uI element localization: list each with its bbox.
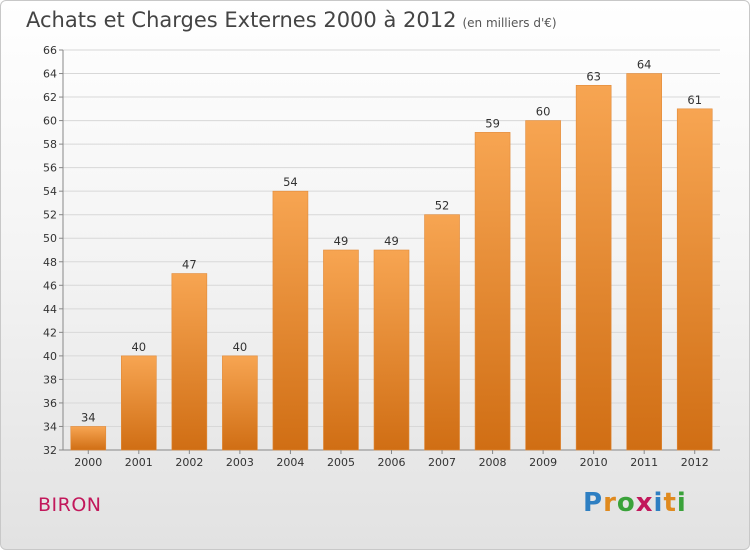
value-label: 61 xyxy=(687,93,702,107)
y-tick-label: 44 xyxy=(43,303,57,316)
x-tick-label: 2006 xyxy=(378,456,406,469)
y-tick-label: 64 xyxy=(43,68,57,81)
y-tick-label: 54 xyxy=(43,185,57,198)
x-tick-label: 2009 xyxy=(529,456,557,469)
bar xyxy=(171,273,208,451)
y-tick-label: 50 xyxy=(43,232,57,245)
bar xyxy=(70,426,107,451)
y-tick-label: 48 xyxy=(43,256,57,269)
y-tick-label: 66 xyxy=(43,44,57,57)
value-label: 63 xyxy=(586,69,601,83)
bar xyxy=(626,73,662,451)
bar xyxy=(525,120,561,451)
y-tick-label: 36 xyxy=(43,397,57,410)
value-label: 52 xyxy=(435,199,450,213)
x-tick-labels: 2000 2001 2002 2003 2004 2005 2006 2007 2008 2009… xyxy=(74,450,709,469)
y-tick-label: 38 xyxy=(43,373,57,386)
bar xyxy=(323,249,359,451)
bar xyxy=(575,84,612,451)
y-tick-labels: 32 34 36 38 40 42 44 46 48 50 52 54 56 58 60 62 64 66 xyxy=(43,44,57,457)
x-tick-label: 2002 xyxy=(175,456,203,469)
value-labels: 34 40 47 40 54 49 49 52 59 60 63 64 61 xyxy=(81,58,702,425)
value-label: 49 xyxy=(384,234,399,248)
x-tick-label: 2012 xyxy=(681,456,709,469)
logo-letter: r xyxy=(603,488,617,518)
x-tick-label: 2001 xyxy=(125,456,153,469)
y-tick-label: 34 xyxy=(43,420,57,433)
chart-subtitle: (en milliers d'€) xyxy=(462,16,557,30)
value-label: 64 xyxy=(637,58,652,72)
logo-letter: o xyxy=(616,488,636,518)
logo-letter: i xyxy=(676,488,687,518)
x-tick-label: 2005 xyxy=(327,456,355,469)
x-tick-label: 2000 xyxy=(74,456,102,469)
bar xyxy=(676,108,713,451)
bars xyxy=(70,73,713,451)
x-tick-label: 2004 xyxy=(276,456,304,469)
y-tick-label: 62 xyxy=(43,91,57,104)
bar xyxy=(424,214,460,451)
logo-letter: t xyxy=(663,488,677,518)
value-label: 47 xyxy=(182,258,197,272)
bar xyxy=(121,355,157,451)
y-tick-label: 40 xyxy=(43,350,57,363)
value-label: 54 xyxy=(283,175,298,189)
chart-title: Achats et Charges Externes 2000 à 2012 xyxy=(26,8,457,32)
x-tick-label: 2003 xyxy=(226,456,254,469)
value-label: 59 xyxy=(485,116,500,130)
value-label: 40 xyxy=(233,340,248,354)
bar xyxy=(272,190,309,451)
logo-letter: x xyxy=(635,488,654,518)
logo-letter: i xyxy=(653,488,664,518)
x-tick-label: 2008 xyxy=(479,456,507,469)
proxiti-logo: Proxiti xyxy=(583,488,687,518)
y-tick-label: 46 xyxy=(43,279,57,292)
y-tick-label: 58 xyxy=(43,138,57,151)
value-label: 49 xyxy=(334,234,349,248)
value-label: 40 xyxy=(131,340,146,354)
y-tick-label: 42 xyxy=(43,326,57,339)
bar xyxy=(474,132,511,451)
x-tick-label: 2011 xyxy=(630,456,658,469)
x-tick-label: 2010 xyxy=(580,456,608,469)
y-tick-label: 32 xyxy=(43,444,57,457)
logo-letter: P xyxy=(583,488,604,518)
bar xyxy=(222,355,258,451)
y-tick-label: 52 xyxy=(43,209,57,222)
y-tick-label: 60 xyxy=(43,115,57,128)
x-tick-label: 2007 xyxy=(428,456,456,469)
chart-title-block: Achats et Charges Externes 2000 à 2012 (e… xyxy=(26,8,557,32)
bar xyxy=(373,249,410,451)
value-label: 60 xyxy=(536,105,551,119)
value-label: 34 xyxy=(81,410,96,424)
y-tick-label: 56 xyxy=(43,162,57,175)
commune-name: BIRON xyxy=(38,494,102,516)
